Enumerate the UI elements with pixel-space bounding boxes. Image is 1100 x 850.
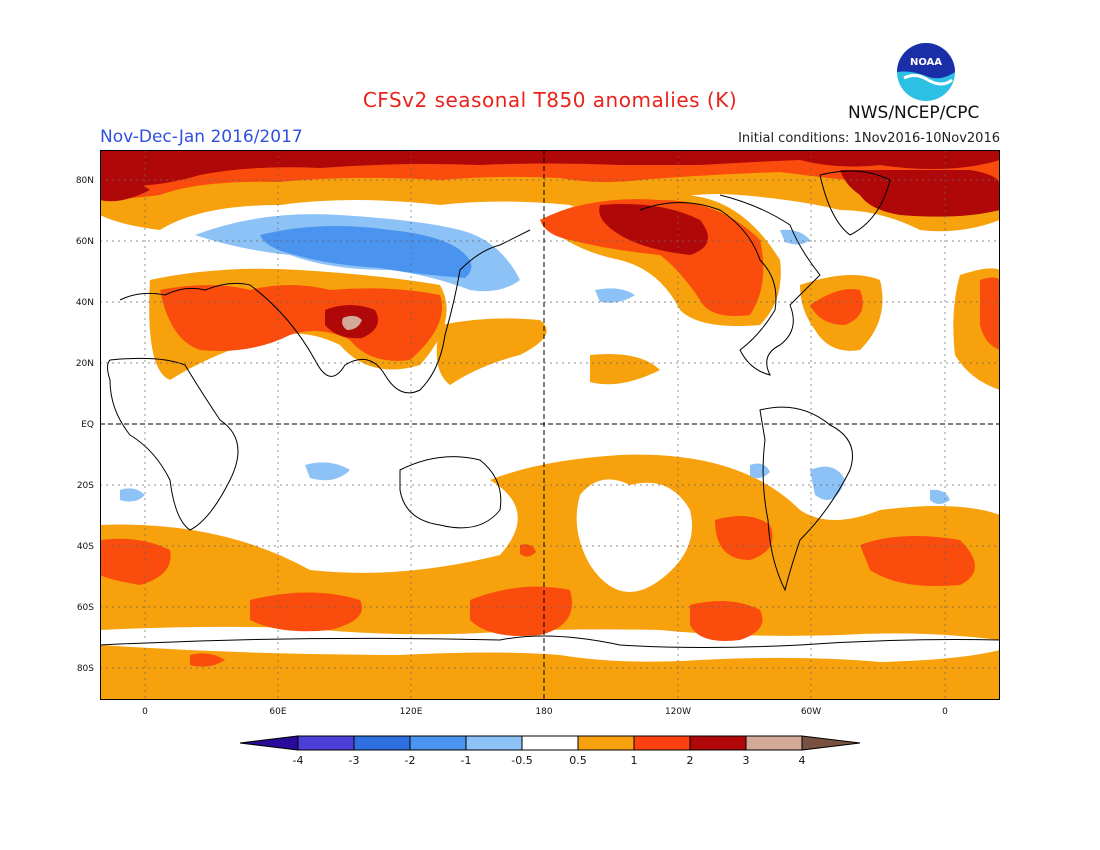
colorbar-label: -2 xyxy=(405,754,416,767)
lat-label: 80N xyxy=(76,176,94,186)
anomaly-field-neutral-holes xyxy=(100,479,1000,662)
lat-label: 80S xyxy=(77,664,94,674)
lat-label: 60N xyxy=(76,237,94,247)
noaa-logo: NOAA xyxy=(896,42,956,102)
agency-label: NWS/NCEP/CPC xyxy=(848,103,980,123)
colorbar-segment xyxy=(353,735,411,751)
graticule xyxy=(100,150,1000,700)
colorbar-label: -4 xyxy=(293,754,304,767)
colorbar-segment xyxy=(521,735,579,751)
colorbar-label: -0.5 xyxy=(511,754,532,767)
lat-label: 60S xyxy=(77,603,94,613)
colorbar-segment xyxy=(689,735,747,751)
anomaly-map xyxy=(100,150,1000,700)
lon-label: 0 xyxy=(142,707,148,717)
colorbar-segment xyxy=(801,735,861,751)
map-frame xyxy=(100,150,1000,700)
colorbar-segment xyxy=(409,735,467,751)
colorbar-segment xyxy=(239,735,299,751)
lon-label: 60W xyxy=(801,707,821,717)
colorbar-segment xyxy=(577,735,635,751)
colorbar-legend: -4 -3 -2 -1 -0.5 0.5 1 2 3 4 xyxy=(239,735,861,767)
colorbar-label: 4 xyxy=(799,754,806,767)
anomaly-field-cool2 xyxy=(260,226,472,278)
lon-axis: 0 60E 120E 180 120W 60W 0 xyxy=(142,707,948,717)
initial-conditions-label: Initial conditions: 1Nov2016-10Nov2016 xyxy=(738,131,1000,146)
lat-label: 40S xyxy=(77,542,94,552)
lat-label: EQ xyxy=(81,420,94,430)
season-label: Nov-Dec-Jan 2016/2017 xyxy=(100,127,303,147)
lon-label: 60E xyxy=(269,707,286,717)
lon-label: 180 xyxy=(535,707,552,717)
colorbar-label: 2 xyxy=(687,754,694,767)
equator-dateline xyxy=(100,150,1000,700)
lat-label: 20N xyxy=(76,359,94,369)
lon-label: 0 xyxy=(942,707,948,717)
colorbar-segment xyxy=(745,735,803,751)
map-title: CFSv2 seasonal T850 anomalies (K) xyxy=(362,88,738,112)
colorbar-segment xyxy=(465,735,523,751)
coastlines xyxy=(100,170,1000,648)
colorbar-label: 0.5 xyxy=(569,754,587,767)
anomaly-field-warm4 xyxy=(342,315,362,330)
colorbar-label: -1 xyxy=(461,754,472,767)
colorbar-label: 3 xyxy=(743,754,750,767)
lat-label: 20S xyxy=(77,481,94,491)
colorbar-segment xyxy=(297,735,355,751)
colorbar-label: -3 xyxy=(349,754,360,767)
lat-label: 40N xyxy=(76,298,94,308)
colorbar-label: 1 xyxy=(631,754,638,767)
lon-label: 120E xyxy=(400,707,423,717)
svg-text:NOAA: NOAA xyxy=(910,57,942,68)
lon-label: 120W xyxy=(665,707,691,717)
colorbar-segment xyxy=(633,735,691,751)
lat-axis: 80N 60N 40N 20N EQ 20S 40S 60S 80S xyxy=(76,176,94,674)
